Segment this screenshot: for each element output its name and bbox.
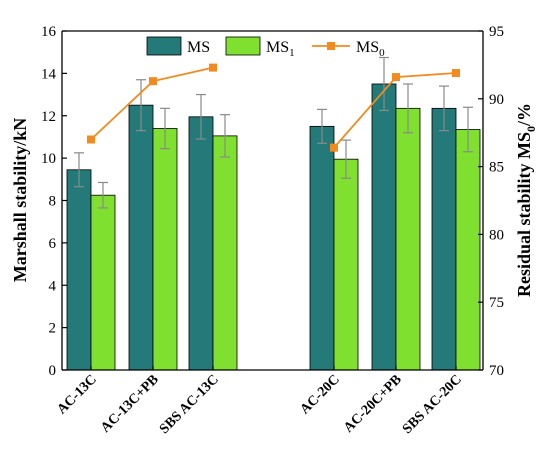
ms0-point-0 [87,135,95,144]
legend-marker-ms0 [327,42,335,50]
y-tick-label-10: 10 [41,151,56,167]
y2-axis-title: Residual stability MS0/% [514,103,538,297]
y-tick-label-8: 8 [49,194,57,210]
y-tick-label-6: 6 [49,236,57,252]
y2-axis-title-sub: 0 [524,126,538,132]
y-tick-label-16: 16 [41,24,57,40]
bar-ms-1 [128,104,154,371]
y-tick-label-12: 12 [41,109,56,125]
legend-label-ms: MS [187,39,210,56]
y-tick-label-2: 2 [49,321,57,337]
bar-ms1-5 [455,129,481,371]
legend-label-ms1: MS1 [266,39,295,59]
ms0-point-2 [209,63,217,72]
bar-ms-2 [188,116,214,371]
ms0-point-1 [149,77,157,86]
y2-tick-label-85: 85 [489,160,504,176]
plot-area [66,56,481,371]
y2-tick-label-70: 70 [489,363,504,379]
ms0-point-5 [452,69,460,78]
y-axis-title: Marshall stability/kN [10,118,30,283]
bar-ms-3 [309,125,335,371]
y-tick-label-0: 0 [49,363,57,379]
y2-axis-title-suffix: /% [514,103,534,127]
bar-ms1-2 [212,135,238,371]
y2-tick-label-80: 80 [489,227,504,243]
legend-label-ms0: MS0 [356,39,385,59]
y2-axis-title-main: Residual stability MS [514,132,534,297]
legend: MS MS1 MS0 [146,36,385,59]
y2-tick-label-90: 90 [489,92,504,108]
legend-swatch-ms [146,36,182,56]
legend-label-ms0-sub: 0 [379,47,385,59]
bar-ms1-0 [90,194,116,371]
legend-swatch-ms1 [225,36,261,56]
bar-ms-0 [66,169,92,371]
y-tick-label-14: 14 [41,66,57,82]
y2-tick-label-75: 75 [489,295,504,311]
y-tick-label-4: 4 [49,278,57,294]
ms0-point-4 [392,73,400,82]
bar-ms-5 [431,107,457,371]
bar-ms1-3 [333,158,359,371]
bar-ms-4 [371,83,397,371]
ms0-point-3 [330,143,338,152]
legend-label-ms1-sub: 1 [289,47,295,59]
y2-tick-label-95: 95 [489,24,504,40]
bar-ms1-1 [152,128,178,371]
bar-ms1-4 [395,107,421,371]
